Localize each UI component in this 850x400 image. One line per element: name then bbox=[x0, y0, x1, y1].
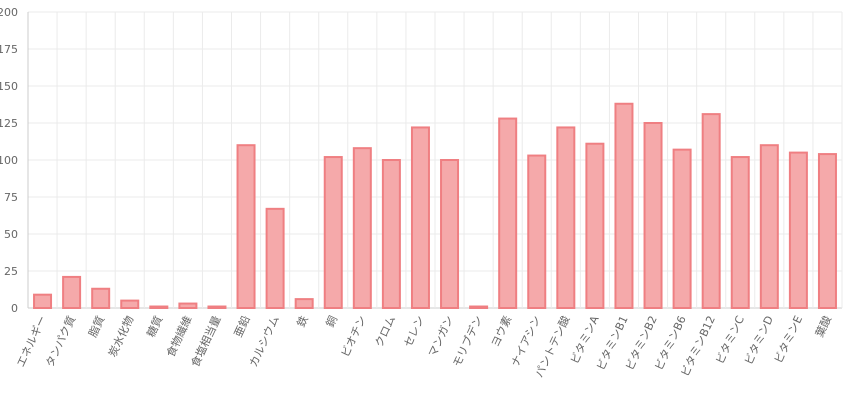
bar bbox=[730, 156, 750, 309]
x-tick-label: 鉄 bbox=[294, 313, 311, 329]
x-axis-labels: エネルギータンパク質 脂質炭水化物 糖質食物繊維食塩相当量 亜鉛カルシウム鉄銅ビオチン… bbox=[14, 313, 834, 379]
bar bbox=[120, 299, 140, 310]
x-tick-label: ビタミンE bbox=[772, 314, 805, 366]
bar bbox=[440, 159, 460, 309]
bar bbox=[323, 156, 343, 309]
bar bbox=[352, 147, 372, 309]
x-tick-label: 葉酸 bbox=[812, 313, 834, 339]
y-tick-label: 50 bbox=[4, 228, 18, 241]
bar bbox=[672, 148, 692, 309]
bars bbox=[33, 102, 837, 310]
y-tick-label: 200 bbox=[0, 6, 18, 19]
y-tick-label: 125 bbox=[0, 117, 18, 130]
grid bbox=[27, 11, 843, 309]
x-tick-label: ビタミンA bbox=[568, 313, 602, 366]
bar bbox=[294, 298, 314, 309]
bar bbox=[817, 153, 837, 309]
x-tick-label: ビオチン bbox=[339, 314, 369, 359]
bar bbox=[759, 144, 779, 309]
bar bbox=[91, 287, 111, 310]
bar bbox=[585, 142, 605, 309]
bar bbox=[556, 126, 576, 309]
bar bbox=[643, 122, 663, 309]
bar bbox=[381, 159, 401, 309]
x-tick-label: 脂質 bbox=[85, 313, 107, 339]
bar bbox=[614, 102, 634, 310]
y-tick-label: 25 bbox=[4, 265, 18, 278]
bar bbox=[149, 305, 169, 309]
bar bbox=[265, 207, 285, 309]
x-tick-label: 糖質 bbox=[144, 313, 166, 339]
bar bbox=[788, 151, 808, 309]
y-tick-label: 75 bbox=[4, 191, 18, 204]
x-tick-label: 銅 bbox=[323, 313, 340, 329]
y-tick-label: 100 bbox=[0, 154, 18, 167]
bar bbox=[33, 293, 53, 309]
x-tick-label: 亜鉛 bbox=[231, 313, 253, 339]
x-tick-label: セレン bbox=[401, 314, 427, 349]
bar bbox=[527, 154, 547, 309]
x-tick-label: ビタミンD bbox=[742, 314, 776, 367]
x-tick-label: カルシウム bbox=[247, 314, 282, 369]
bar bbox=[236, 144, 256, 309]
x-tick-label: マンガン bbox=[426, 314, 456, 359]
y-tick-label: 175 bbox=[0, 43, 18, 56]
y-tick-label: 0 bbox=[11, 302, 18, 315]
bar bbox=[469, 305, 489, 309]
x-tick-label: 食物繊維 bbox=[163, 313, 194, 359]
x-tick-label: ヨウ素 bbox=[489, 314, 515, 349]
x-tick-label: ビタミンC bbox=[713, 313, 747, 366]
y-axis-ticks: 0 25 50 75 100 125 150 175 200 bbox=[0, 6, 18, 315]
bar bbox=[178, 302, 198, 309]
bar bbox=[498, 117, 518, 309]
bar bbox=[410, 126, 430, 309]
y-tick-label: 150 bbox=[0, 80, 18, 93]
bar bbox=[207, 305, 227, 309]
bar bbox=[701, 113, 721, 310]
bar bbox=[62, 275, 82, 310]
x-tick-label: 炭水化物 bbox=[105, 313, 136, 359]
x-tick-label: クロム bbox=[372, 314, 398, 349]
